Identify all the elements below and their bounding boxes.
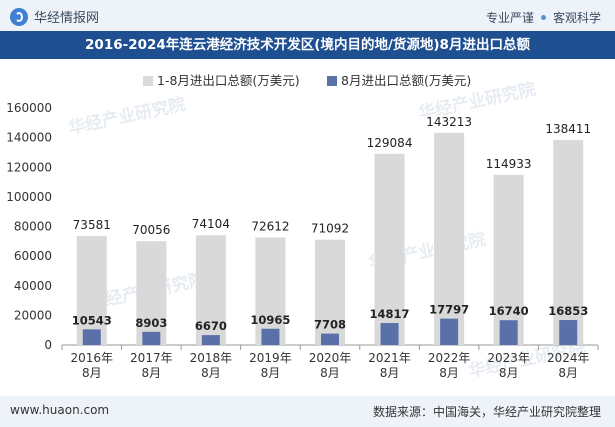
bar-series-1 [136,241,167,345]
x-tick-label: 2017年 8月 [130,351,173,380]
x-tick-label: 2019年 8月 [249,351,292,380]
header-bar: 华经情报网 专业严谨 客观科学 [0,0,615,31]
data-label-series-2: 6670 [195,319,227,333]
data-label-series-1: 73581 [73,218,111,232]
y-tick-label: 100000 [6,190,52,204]
bar-chart: 华经产业研究院华经产业研究院华经产业研究院华经产业研究院华经产业研究院 1-8月… [6,73,599,382]
data-label-series-2: 8903 [135,316,167,330]
bars [76,132,584,345]
bar-series-2 [321,333,339,345]
y-tick-label: 80000 [14,220,52,234]
data-label-series-2: 16853 [548,304,588,318]
data-label-series-2: 10543 [72,313,112,327]
huajing-logo-icon [10,7,28,26]
data-label-series-1: 74104 [192,217,230,231]
legend-label-2: 8月进出口总额(万美元) [341,73,471,88]
bar-series-2 [380,323,399,345]
bar-series-1 [195,235,226,345]
legend-swatch-1 [143,76,153,86]
data-labels: 73581 10543 70056 8903 74104 6670 72612 10965 71… [72,115,591,333]
data-label-series-1: 129084 [367,136,413,150]
y-tick-label: 140000 [6,131,52,145]
data-label-series-1: 138411 [545,122,591,136]
x-tick-label: 2016年 8月 [71,351,114,380]
bar-series-1 [315,239,345,345]
data-label-series-2: 16740 [489,304,529,318]
bar-series-1 [255,237,286,345]
legend-swatch-2 [327,76,337,86]
bar-series-1 [553,139,584,345]
footer-bar: www.huaon.com 数据来源：中国海关，华经产业研究院整理 [0,396,615,427]
x-tick-label: 2023年 8月 [487,351,530,380]
bar-series-1 [374,153,405,345]
slogan-rigorous: 专业严谨 [485,11,534,25]
x-tick-label: 2024年 8月 [547,351,590,380]
data-label-series-2: 7708 [314,318,346,332]
brand-name: 华经情报网 [34,11,100,26]
data-label-series-1: 114933 [486,157,532,171]
y-tick-label: 120000 [6,160,52,174]
x-tick-label: 2018年 8月 [190,351,233,380]
bar-series-2 [201,335,220,345]
bar-series-2 [559,320,578,345]
data-label-series-1: 70056 [132,223,170,237]
dot-separator-icon [540,15,546,20]
legend-label-1: 1-8月进出口总额(万美元) [157,73,300,88]
data-label-series-2: 10965 [250,313,290,327]
data-label-series-1: 72612 [251,219,289,233]
tagline: 专业严谨 客观科学 [486,9,601,26]
bar-series-2 [440,318,459,345]
site-url[interactable]: www.huaon.com [10,403,110,417]
data-label-series-2: 14817 [370,307,410,321]
slogan-objective: 客观科学 [552,11,601,25]
x-tick-label: 2020年 8月 [309,351,352,380]
data-label-series-1: 143213 [426,115,472,129]
bar-series-2 [499,320,518,345]
watermark-text: 华经产业研究院 [67,94,188,139]
y-tick-label: 160000 [6,101,52,115]
y-tick-label: 20000 [14,308,52,322]
bar-series-2 [142,331,161,345]
bar-series-1 [434,132,465,345]
x-tick-label: 2022年 8月 [428,351,471,380]
y-tick-label: 40000 [14,279,52,293]
data-label-series-1: 71092 [311,222,349,236]
brand[interactable]: 华经情报网 [10,7,99,26]
bar-series-1 [76,236,107,345]
y-tick-label: 60000 [14,249,52,263]
x-tick-label: 2021年 8月 [368,351,411,380]
data-source: 数据来源：中国海关，华经产业研究院整理 [372,405,601,419]
bar-series-2 [82,329,101,345]
y-tick-label: 0 [44,338,52,352]
data-label-series-2: 17797 [429,303,469,317]
chart-title: 2016-2024年连云港经济技术开发区(境内目的地/货源地)8月进出口总额 [0,31,615,59]
legend: 1-8月进出口总额(万美元) 8月进出口总额(万美元) [143,73,471,88]
bar-series-2 [261,328,280,345]
bar-series-1 [493,174,524,345]
